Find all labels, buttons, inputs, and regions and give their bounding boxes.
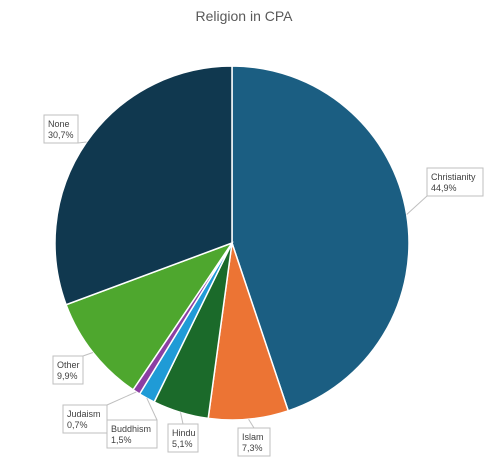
- data-label-value: 44,9%: [431, 183, 457, 193]
- data-label-value: 7,3%: [242, 443, 263, 453]
- leader-line-buddhism: [146, 397, 158, 421]
- pie-slice-other: [65, 241, 234, 391]
- data-label-category: Hindu: [172, 428, 196, 438]
- data-label-category: Judaism: [67, 409, 101, 419]
- data-label-value: 1,5%: [111, 435, 132, 445]
- data-label-value: 5,1%: [172, 439, 193, 449]
- data-label-box: [52, 355, 84, 385]
- data-label-category: Islam: [242, 432, 264, 442]
- data-label-value: 30,7%: [48, 130, 74, 140]
- data-label-value: 9,9%: [57, 371, 78, 381]
- data-label-box: [62, 404, 108, 434]
- leader-line-judaism: [106, 391, 137, 406]
- data-label-box: [106, 419, 158, 449]
- leader-line-hindu: [180, 412, 184, 425]
- pie-slice-none: [54, 65, 233, 306]
- data-label-category: Christianity: [431, 172, 476, 182]
- data-label-category: None: [48, 119, 70, 129]
- pie-slice-christianity: [231, 65, 410, 412]
- data-label-box: [167, 423, 199, 453]
- leader-line-christianity: [406, 195, 428, 215]
- data-label-category: Other: [57, 360, 80, 370]
- chart-title: Religion in CPA: [195, 8, 293, 24]
- data-label-box: [426, 167, 484, 197]
- data-label-category: Buddhism: [111, 424, 151, 434]
- data-label-box: [43, 114, 79, 144]
- data-label-box: [237, 427, 271, 457]
- leader-line-other: [82, 352, 94, 357]
- leader-line-none: [77, 141, 87, 144]
- data-label-value: 0,7%: [67, 420, 88, 430]
- leader-line-islam: [248, 418, 255, 429]
